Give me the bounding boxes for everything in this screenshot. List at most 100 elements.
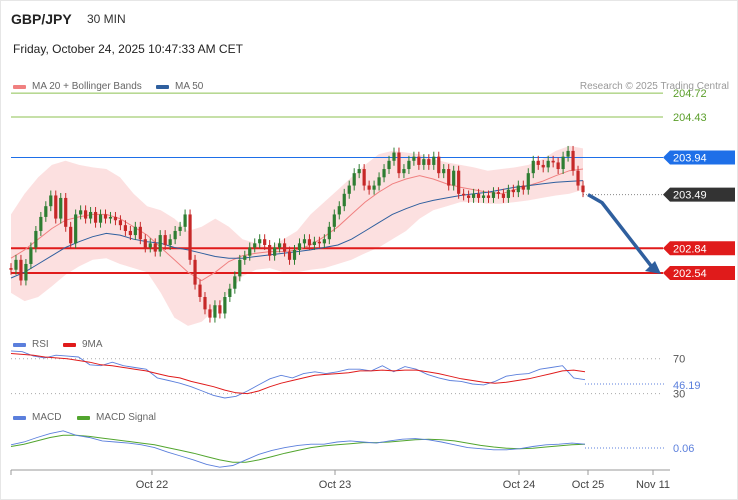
x-tick-label-1: Oct 23	[319, 479, 351, 491]
rsi-ma-swatch	[63, 342, 76, 347]
x-tick-label-0: Oct 22	[136, 479, 168, 491]
candle-body	[34, 230, 38, 248]
candle-body	[248, 247, 252, 256]
rsi-swatch	[13, 342, 26, 347]
candle-body	[417, 156, 421, 165]
timeframe-label[interactable]: 30 MIN	[87, 12, 126, 26]
candle-body	[322, 239, 326, 244]
candle-body	[506, 189, 510, 198]
candle-body	[69, 226, 73, 244]
candle-body	[118, 220, 123, 226]
candle-body	[98, 214, 103, 223]
level-label-3: 203.49	[673, 190, 707, 202]
candle-body	[531, 160, 535, 174]
candle-body	[317, 241, 321, 244]
candle-body	[407, 160, 411, 170]
candle-body	[342, 193, 346, 207]
rsi-line	[10, 350, 586, 399]
candle-body	[337, 206, 341, 215]
candle-body	[491, 192, 496, 198]
candle-body	[178, 226, 182, 231]
candle-body	[576, 170, 580, 186]
level-label-4: 202.84	[673, 243, 707, 255]
candle-body	[516, 185, 520, 193]
legend-rsi-label: RSI	[32, 339, 49, 350]
candle-body	[223, 296, 227, 314]
candle-body	[133, 226, 137, 236]
candle-body	[347, 185, 351, 194]
candle-body	[49, 195, 53, 207]
candle-body	[312, 241, 317, 245]
candle-body	[362, 169, 366, 186]
candle-body	[551, 160, 555, 163]
macd-swatch	[13, 415, 26, 420]
candle-body	[258, 239, 262, 244]
legend-rsi: RSI	[13, 339, 49, 350]
level-tag-2	[663, 150, 735, 165]
candle-body	[511, 189, 515, 193]
macd-last-value: 0.06	[673, 443, 694, 455]
candle-body	[476, 193, 481, 198]
candle-body	[327, 226, 331, 240]
candle-body	[9, 268, 13, 270]
candle-body	[113, 216, 118, 221]
candle-body	[243, 255, 247, 260]
candle-body	[526, 173, 530, 190]
candle-body	[392, 152, 396, 161]
forecast-arrow-head	[645, 261, 661, 275]
macd-signal-swatch	[77, 415, 90, 420]
candle-body	[437, 156, 441, 174]
level-label-1: 204.43	[673, 112, 707, 124]
candle-body	[442, 169, 446, 174]
candle-body	[143, 239, 147, 248]
candle-body	[74, 214, 78, 244]
candle-body	[521, 185, 525, 190]
candle-body	[79, 210, 83, 215]
candle-body	[84, 210, 88, 219]
legend-ma20: MA 20 + Bollinger Bands	[13, 81, 142, 92]
candle-body	[397, 152, 401, 174]
candle-body	[173, 230, 177, 240]
candle-body	[203, 296, 207, 310]
x-tick-label-4: Nov 11	[636, 479, 670, 491]
candle-body	[44, 206, 48, 217]
candle-body	[357, 169, 361, 174]
candle-body	[29, 247, 33, 264]
level-label-2: 203.94	[673, 152, 707, 164]
candle-body	[168, 239, 172, 245]
candle-body	[128, 230, 132, 236]
bollinger-band-area	[11, 145, 583, 326]
candle-body	[486, 195, 491, 198]
candle-body	[546, 160, 550, 168]
candle-body	[263, 239, 267, 245]
macd-signal-line	[10, 434, 586, 463]
candle-body	[198, 284, 202, 297]
candle-body	[372, 185, 376, 190]
candle-body	[238, 259, 242, 277]
macd-line	[10, 430, 586, 468]
candle-body	[233, 276, 237, 289]
legend-rsi-ma-label: 9MA	[82, 339, 103, 350]
legend-macd-signal-label: MACD Signal	[96, 412, 157, 423]
candle-body	[153, 243, 157, 252]
candle-body	[282, 243, 287, 252]
ma50-line	[10, 180, 584, 279]
level-label-0: 204.72	[673, 88, 707, 100]
candle-body	[183, 214, 187, 227]
candle-body	[19, 259, 23, 281]
candle-body	[163, 235, 167, 245]
candle-body	[581, 185, 585, 193]
candle-body	[59, 197, 63, 219]
ma20-swatch	[13, 84, 26, 89]
rsi-level-label-1: 30	[673, 389, 685, 401]
ma50-swatch	[156, 84, 169, 89]
rsi-ma-line	[10, 353, 586, 395]
candle-body	[561, 156, 565, 170]
candle-body	[103, 214, 108, 219]
candle-body	[496, 192, 501, 194]
legend-rsi-ma: 9MA	[63, 339, 103, 350]
level-tag-4	[663, 241, 735, 256]
level-tag-5	[663, 266, 735, 281]
candle-body	[541, 164, 545, 168]
